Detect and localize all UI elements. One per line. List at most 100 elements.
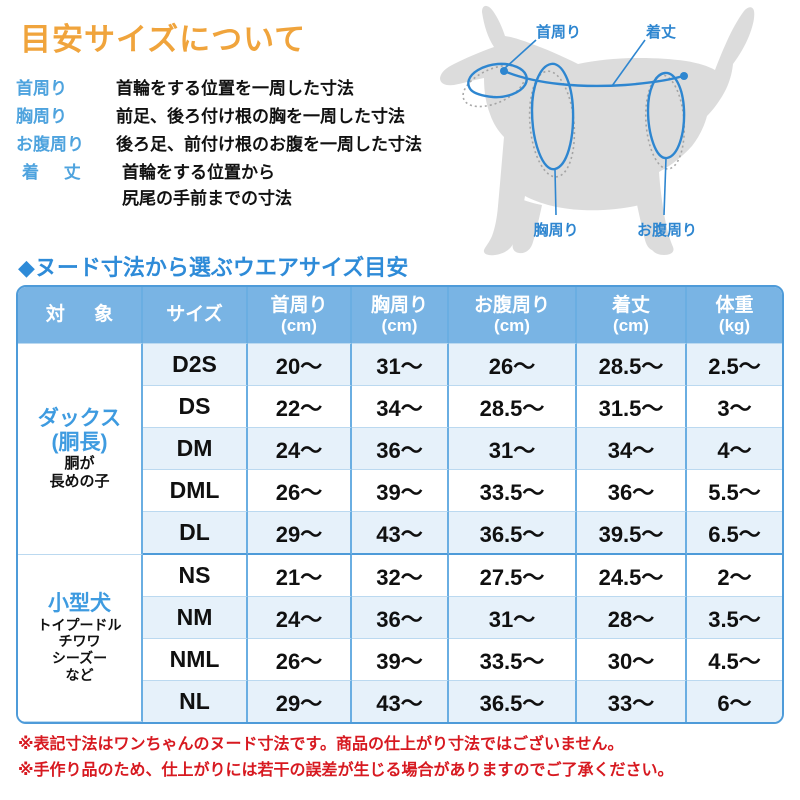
table-row: DML 26〜 39〜 33.5〜 36〜 5.5〜 xyxy=(18,470,782,512)
definition-desc-belly: 後ろ足、前付け根のお腹を一周した寸法 xyxy=(116,135,422,154)
cell-length: 28〜 xyxy=(577,597,687,639)
cell-length: 34〜 xyxy=(577,428,687,470)
definition-desc-chest: 前足、後ろ付け根の胸を一周した寸法 xyxy=(116,107,405,126)
table-head: 対 象 サイズ 首周り (cm) 胸周り (cm) お腹周り (cm) 着丈 (… xyxy=(18,287,782,344)
page-title: 目安サイズについて xyxy=(20,22,307,57)
cell-size: NL xyxy=(143,681,248,722)
cell-chest: 43〜 xyxy=(352,512,449,555)
definition-term-neck: 首周り xyxy=(16,79,67,98)
length-label-leader xyxy=(611,39,646,87)
column-header-belly: お腹周り (cm) xyxy=(449,287,577,344)
cell-belly: 27.5〜 xyxy=(449,555,577,597)
cell-weight: 6〜 xyxy=(687,681,782,722)
cell-neck: 24〜 xyxy=(248,428,352,470)
neck-measure-line xyxy=(467,62,528,99)
cell-weight: 6.5〜 xyxy=(687,512,782,555)
cell-size: NML xyxy=(143,639,248,681)
length-end-dot xyxy=(680,72,688,80)
definition-desc-length-line1: 首輪をする位置から xyxy=(122,163,275,182)
cell-weight: 2〜 xyxy=(687,555,782,597)
cell-chest: 32〜 xyxy=(352,555,449,597)
cell-length: 39.5〜 xyxy=(577,512,687,555)
column-header-weight-label: 体重 xyxy=(715,294,754,316)
table-row: DL 29〜 43〜 36.5〜 39.5〜 6.5〜 xyxy=(18,512,782,555)
cell-size: DM xyxy=(143,428,248,470)
table-row: NL 29〜 43〜 36.5〜 33〜 6〜 xyxy=(18,681,782,722)
column-header-chest-unit: (cm) xyxy=(381,316,418,336)
belly-measure-line xyxy=(646,71,686,160)
cell-length: 30〜 xyxy=(577,639,687,681)
definition-row-length: 着 丈 首輪をする位置から 尻尾の手前までの寸法 xyxy=(16,160,486,212)
column-header-size: サイズ xyxy=(143,287,248,344)
cell-belly: 26〜 xyxy=(449,344,577,386)
table-row: 小型犬 トイプードル チワワ シーズー など NS 21〜 32〜 27.5〜 … xyxy=(18,555,782,722)
definition-desc-neck: 首輪をする位置を一周した寸法 xyxy=(116,79,354,98)
footnote-1: ※表記寸法はワンちゃんのヌード寸法です。商品の仕上がり寸法ではございません。 xyxy=(18,736,624,753)
category-sub-dachshund-2: 長めの子 xyxy=(49,473,110,491)
chest-label-leader xyxy=(554,169,557,216)
cell-neck: 24〜 xyxy=(248,597,352,639)
cell-belly: 33.5〜 xyxy=(449,639,577,681)
cell-neck: 26〜 xyxy=(248,470,352,512)
column-header-neck: 首周り (cm) xyxy=(248,287,352,344)
cell-neck: 29〜 xyxy=(248,681,352,722)
section-heading: ◆ヌード寸法から選ぶウエアサイズ目安 xyxy=(18,255,409,280)
cell-size: NS xyxy=(143,555,248,597)
definition-term-chest: 胸周り xyxy=(16,107,67,126)
footnote-list: ※表記寸法はワンちゃんのヌード寸法です。商品の仕上がり寸法ではございません。 ※… xyxy=(18,732,798,784)
definition-list: 首周り 首輪をする位置を一周した寸法 胸周り 前足、後ろ付け根の胸を一周した寸法… xyxy=(16,76,486,214)
category-sub-dachshund-1: 胴が xyxy=(64,455,95,473)
cell-belly: 31〜 xyxy=(449,597,577,639)
size-table: 対 象 サイズ 首周り (cm) 胸周り (cm) お腹周り (cm) 着丈 (… xyxy=(16,285,784,724)
definition-row-neck: 首周り 首輪をする位置を一周した寸法 xyxy=(16,76,486,102)
definition-term-length: 着 丈 xyxy=(22,163,91,182)
dog-silhouette-icon xyxy=(440,5,755,256)
footnote-2: ※手作り品のため、仕上がりには若干の誤差が生じる場合がありますのでご了承ください… xyxy=(18,761,674,779)
cell-length: 31.5〜 xyxy=(577,386,687,428)
table-header-row: 対 象 サイズ 首周り (cm) 胸周り (cm) お腹周り (cm) 着丈 (… xyxy=(18,287,782,344)
cell-chest: 43〜 xyxy=(352,681,449,722)
definition-row-belly: お腹周り 後ろ足、前付け根のお腹を一周した寸法 xyxy=(16,132,486,158)
cell-weight: 5.5〜 xyxy=(687,470,782,512)
cell-size: NM xyxy=(143,597,248,639)
cell-belly: 33.5〜 xyxy=(449,470,577,512)
category-sub-small-dog-1: トイプードル xyxy=(37,616,122,633)
cell-weight: 4〜 xyxy=(687,428,782,470)
category-sub-small-dog-2: チワワ xyxy=(58,633,101,650)
diagram-label-neck: 首周り xyxy=(536,23,581,41)
table-body: ダックス (胴長) 胴が 長めの子 D2S 20〜 31〜 26〜 28.5〜 … xyxy=(18,344,782,722)
diagram-label-length: 着丈 xyxy=(645,23,676,41)
cell-neck: 29〜 xyxy=(248,512,352,555)
cell-size: DL xyxy=(143,512,248,555)
definition-desc-length: 首輪をする位置から 尻尾の手前までの寸法 xyxy=(122,160,292,212)
category-cell-small-dog: 小型犬 トイプードル チワワ シーズー など xyxy=(18,555,143,722)
cell-length: 28.5〜 xyxy=(577,344,687,386)
category-title-small-dog: 小型犬 xyxy=(48,592,111,616)
table-row: NML 26〜 39〜 33.5〜 30〜 4.5〜 xyxy=(18,639,782,681)
length-start-dot xyxy=(500,67,508,75)
column-header-length: 着丈 (cm) xyxy=(577,287,687,344)
cell-belly: 28.5〜 xyxy=(449,386,577,428)
column-header-neck-label: 首周り xyxy=(270,294,328,316)
table-row: DM 24〜 36〜 31〜 34〜 4〜 xyxy=(18,428,782,470)
cell-size: DML xyxy=(143,470,248,512)
table-row: DS 22〜 34〜 28.5〜 31.5〜 3〜 xyxy=(18,386,782,428)
column-header-weight-unit: (kg) xyxy=(718,316,751,336)
diagram-label-belly: お腹周り xyxy=(637,221,697,239)
cell-length: 36〜 xyxy=(577,470,687,512)
length-measure-line xyxy=(503,69,684,88)
column-header-belly-label: お腹周り xyxy=(473,294,550,316)
cell-chest: 39〜 xyxy=(352,639,449,681)
table-row: NM 24〜 36〜 31〜 28〜 3.5〜 xyxy=(18,597,782,639)
cell-size: DS xyxy=(143,386,248,428)
category-sub-small-dog-3: シーズー xyxy=(51,650,108,667)
dog-measurement-diagram: 首周り 着丈 胸周り お腹周り xyxy=(440,0,800,256)
cell-weight: 3〜 xyxy=(687,386,782,428)
cell-chest: 31〜 xyxy=(352,344,449,386)
column-header-length-label: 着丈 xyxy=(611,294,650,316)
column-header-belly-unit: (cm) xyxy=(494,316,530,336)
column-header-length-unit: (cm) xyxy=(613,316,649,336)
column-header-weight: 体重 (kg) xyxy=(687,287,782,344)
cell-belly: 36.5〜 xyxy=(449,512,577,555)
cell-chest: 39〜 xyxy=(352,470,449,512)
